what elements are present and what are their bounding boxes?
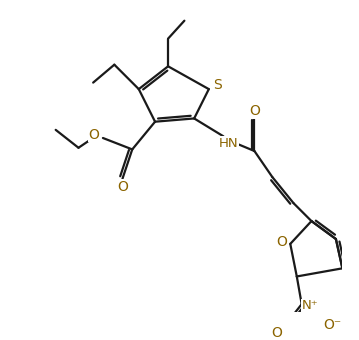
Text: O: O xyxy=(277,235,288,249)
Text: O: O xyxy=(249,104,260,118)
Text: O⁻: O⁻ xyxy=(323,318,341,332)
Text: O: O xyxy=(88,128,99,142)
Text: N⁺: N⁺ xyxy=(302,299,318,312)
Text: O: O xyxy=(117,180,128,194)
Text: HN: HN xyxy=(219,137,238,150)
Text: S: S xyxy=(214,78,222,92)
Text: O: O xyxy=(271,326,282,340)
